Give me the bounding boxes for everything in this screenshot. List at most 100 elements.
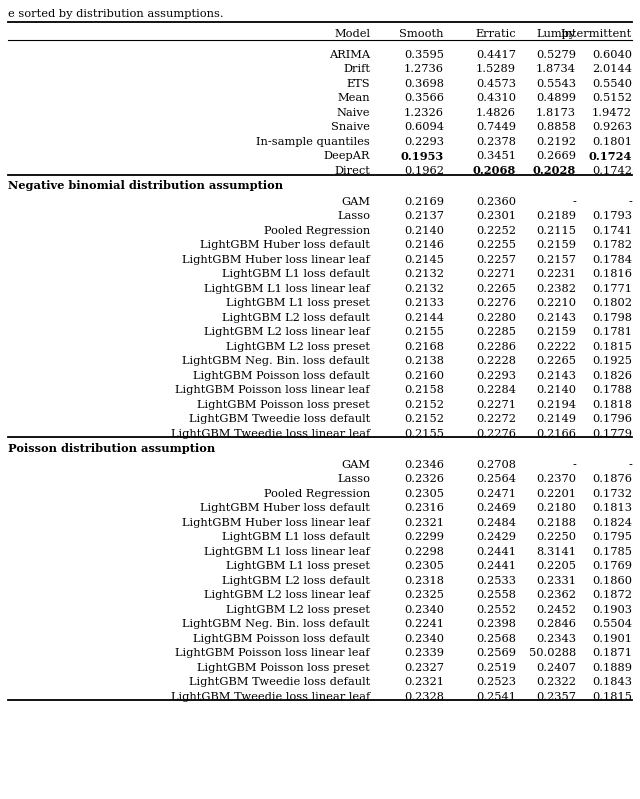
Text: 0.1781: 0.1781 <box>592 328 632 337</box>
Text: 0.4573: 0.4573 <box>476 79 516 89</box>
Text: Pooled Regression: Pooled Regression <box>264 226 370 236</box>
Text: 0.2346: 0.2346 <box>404 459 444 470</box>
Text: 0.2222: 0.2222 <box>536 342 576 352</box>
Text: 0.2149: 0.2149 <box>536 415 576 424</box>
Text: LightGBM Tweedie loss default: LightGBM Tweedie loss default <box>189 678 370 687</box>
Text: 0.2168: 0.2168 <box>404 342 444 352</box>
Text: 0.2068: 0.2068 <box>473 165 516 177</box>
Text: 0.2316: 0.2316 <box>404 503 444 513</box>
Text: 0.1798: 0.1798 <box>592 313 632 323</box>
Text: 0.2169: 0.2169 <box>404 197 444 207</box>
Text: 0.6094: 0.6094 <box>404 122 444 133</box>
Text: 0.7449: 0.7449 <box>476 122 516 133</box>
Text: 0.2271: 0.2271 <box>476 269 516 280</box>
Text: 0.1872: 0.1872 <box>592 590 632 600</box>
Text: 0.2276: 0.2276 <box>476 429 516 439</box>
Text: LightGBM Poisson loss linear leaf: LightGBM Poisson loss linear leaf <box>175 648 370 658</box>
Text: 0.2398: 0.2398 <box>476 619 516 630</box>
Text: LightGBM L2 loss linear leaf: LightGBM L2 loss linear leaf <box>204 328 370 337</box>
Text: 0.1724: 0.1724 <box>589 151 632 162</box>
Text: 0.2298: 0.2298 <box>404 547 444 557</box>
Text: 0.2160: 0.2160 <box>404 371 444 381</box>
Text: LightGBM Tweedie loss linear leaf: LightGBM Tweedie loss linear leaf <box>171 429 370 439</box>
Text: 1.5289: 1.5289 <box>476 65 516 74</box>
Text: 0.3698: 0.3698 <box>404 79 444 89</box>
Text: 0.1785: 0.1785 <box>592 547 632 557</box>
Text: 0.2569: 0.2569 <box>476 648 516 658</box>
Text: 0.1793: 0.1793 <box>592 212 632 221</box>
Text: LightGBM L2 loss preset: LightGBM L2 loss preset <box>226 342 370 352</box>
Text: 0.4417: 0.4417 <box>476 50 516 60</box>
Text: 0.2152: 0.2152 <box>404 415 444 424</box>
Text: 0.2519: 0.2519 <box>476 663 516 673</box>
Text: 0.2321: 0.2321 <box>404 518 444 528</box>
Text: 0.2137: 0.2137 <box>404 212 444 221</box>
Text: 0.2155: 0.2155 <box>404 328 444 337</box>
Text: 0.2132: 0.2132 <box>404 284 444 294</box>
Text: 0.2669: 0.2669 <box>536 151 576 161</box>
Text: 0.2155: 0.2155 <box>404 429 444 439</box>
Text: 0.2166: 0.2166 <box>536 429 576 439</box>
Text: e sorted by distribution assumptions.: e sorted by distribution assumptions. <box>8 9 223 19</box>
Text: Pooled Regression: Pooled Regression <box>264 489 370 499</box>
Text: 0.2533: 0.2533 <box>476 576 516 586</box>
Text: 2.0144: 2.0144 <box>592 65 632 74</box>
Text: 0.2564: 0.2564 <box>476 475 516 484</box>
Text: -: - <box>628 197 632 207</box>
Text: LightGBM L1 loss linear leaf: LightGBM L1 loss linear leaf <box>204 547 370 557</box>
Text: 0.1953: 0.1953 <box>401 151 444 162</box>
Text: 0.2846: 0.2846 <box>536 619 576 630</box>
Text: 0.2133: 0.2133 <box>404 298 444 308</box>
Text: LightGBM L1 loss preset: LightGBM L1 loss preset <box>226 298 370 308</box>
Text: 0.2228: 0.2228 <box>476 356 516 367</box>
Text: 0.2284: 0.2284 <box>476 385 516 396</box>
Text: 0.2552: 0.2552 <box>476 605 516 614</box>
Text: Lasso: Lasso <box>337 212 370 221</box>
Text: 0.2271: 0.2271 <box>476 400 516 410</box>
Text: LightGBM Huber loss default: LightGBM Huber loss default <box>200 240 370 250</box>
Text: 0.2132: 0.2132 <box>404 269 444 280</box>
Text: LightGBM Tweedie loss default: LightGBM Tweedie loss default <box>189 415 370 424</box>
Text: 8.3141: 8.3141 <box>536 547 576 557</box>
Text: 1.2326: 1.2326 <box>404 108 444 118</box>
Text: -: - <box>572 459 576 470</box>
Text: 0.1816: 0.1816 <box>592 269 632 280</box>
Text: 0.1741: 0.1741 <box>592 226 632 236</box>
Text: 0.1815: 0.1815 <box>592 342 632 352</box>
Text: LightGBM Huber loss default: LightGBM Huber loss default <box>200 503 370 513</box>
Text: 0.1860: 0.1860 <box>592 576 632 586</box>
Text: 0.2231: 0.2231 <box>536 269 576 280</box>
Text: 0.2339: 0.2339 <box>404 648 444 658</box>
Text: LightGBM L2 loss linear leaf: LightGBM L2 loss linear leaf <box>204 590 370 600</box>
Text: 0.2305: 0.2305 <box>404 562 444 571</box>
Text: 0.2568: 0.2568 <box>476 634 516 644</box>
Text: 0.2157: 0.2157 <box>536 255 576 264</box>
Text: 0.1876: 0.1876 <box>592 475 632 484</box>
Text: 0.2318: 0.2318 <box>404 576 444 586</box>
Text: LightGBM L2 loss default: LightGBM L2 loss default <box>222 576 370 586</box>
Text: 0.1962: 0.1962 <box>404 166 444 176</box>
Text: LightGBM L2 loss default: LightGBM L2 loss default <box>222 313 370 323</box>
Text: 1.9472: 1.9472 <box>592 108 632 118</box>
Text: 0.1889: 0.1889 <box>592 663 632 673</box>
Text: 0.2327: 0.2327 <box>404 663 444 673</box>
Text: 0.2252: 0.2252 <box>476 226 516 236</box>
Text: 0.6040: 0.6040 <box>592 50 632 60</box>
Text: Model: Model <box>334 29 370 39</box>
Text: 0.2321: 0.2321 <box>404 678 444 687</box>
Text: Drift: Drift <box>343 65 370 74</box>
Text: 0.5279: 0.5279 <box>536 50 576 60</box>
Text: 0.2325: 0.2325 <box>404 590 444 600</box>
Text: 0.2407: 0.2407 <box>536 663 576 673</box>
Text: 0.1826: 0.1826 <box>592 371 632 381</box>
Text: 0.2541: 0.2541 <box>476 692 516 702</box>
Text: LightGBM L1 loss default: LightGBM L1 loss default <box>222 269 370 280</box>
Text: 0.1871: 0.1871 <box>592 648 632 658</box>
Text: 0.1788: 0.1788 <box>592 385 632 396</box>
Text: 0.2158: 0.2158 <box>404 385 444 396</box>
Text: Poisson distribution assumption: Poisson distribution assumption <box>8 443 215 455</box>
Text: 0.1771: 0.1771 <box>592 284 632 294</box>
Text: 0.2305: 0.2305 <box>404 489 444 499</box>
Text: 0.2382: 0.2382 <box>536 284 576 294</box>
Text: 0.1782: 0.1782 <box>592 240 632 250</box>
